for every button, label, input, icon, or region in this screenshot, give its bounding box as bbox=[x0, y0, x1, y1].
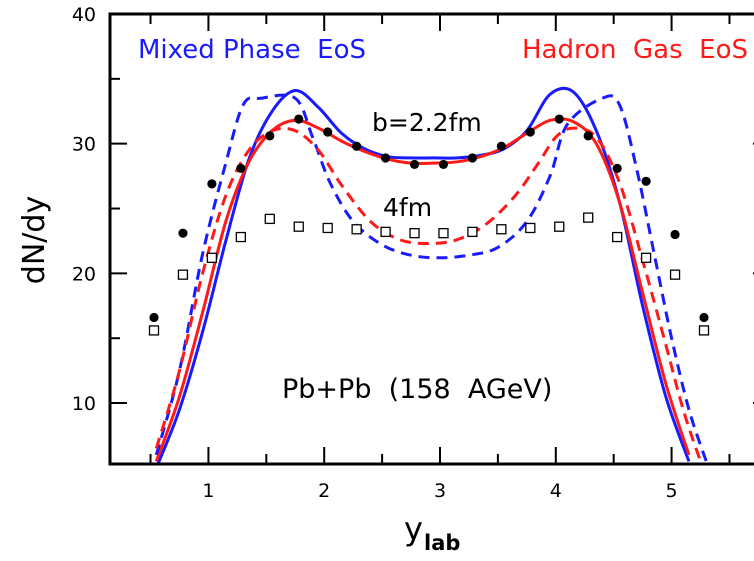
data-point-b22-filled bbox=[583, 131, 593, 141]
data-point-b22-filled bbox=[641, 176, 651, 186]
data-point-b22-filled bbox=[525, 127, 535, 137]
data-point-b22-filled bbox=[467, 153, 478, 163]
data-point-b4-open bbox=[409, 228, 420, 239]
data-point-b4-open bbox=[640, 252, 652, 263]
y-tick-label: 30 bbox=[72, 134, 96, 156]
annotation-system: Pb+Pb (158 AGeV) bbox=[282, 374, 552, 405]
data-point-b4-open bbox=[177, 269, 189, 280]
data-point-b4-open bbox=[612, 231, 623, 243]
data-point-b22-filled bbox=[352, 141, 362, 151]
data-point-b4-open bbox=[206, 252, 218, 263]
y-tick-label: 20 bbox=[72, 263, 96, 285]
data-point-b22-filled bbox=[323, 127, 333, 137]
axis-ticks bbox=[110, 13, 754, 464]
data-point-b4-open bbox=[293, 221, 304, 232]
x-tick-label: 5 bbox=[666, 480, 678, 502]
series-layer bbox=[154, 86, 708, 464]
x-tick-label: 1 bbox=[202, 480, 214, 502]
legend-hadron-gas: Hadron Gas EoS bbox=[522, 35, 748, 65]
data-point-b22-filled bbox=[178, 228, 188, 238]
x-tick-label: 4 bbox=[550, 480, 562, 502]
data-point-b22-filled bbox=[670, 229, 680, 240]
x-axis-title: y lab bbox=[404, 510, 460, 555]
data-point-b4-open bbox=[525, 222, 536, 234]
y-tick-label: 10 bbox=[72, 393, 96, 415]
data-point-b4-open bbox=[438, 228, 449, 239]
data-point-b4-open bbox=[467, 226, 478, 238]
data-point-b22-filled bbox=[554, 114, 564, 124]
data-point-b4-open bbox=[554, 221, 565, 232]
data-point-b4-open bbox=[698, 325, 710, 336]
data-point-b22-filled bbox=[236, 163, 246, 173]
y-tick-labels: 10 20 30 40 bbox=[72, 4, 96, 415]
data-point-b22-filled bbox=[409, 159, 420, 170]
y-axis-title: dN/dy bbox=[17, 196, 52, 284]
x-tick-label: 2 bbox=[318, 480, 330, 502]
data-point-b22-filled bbox=[612, 163, 622, 173]
data-point-b4-open bbox=[322, 222, 333, 234]
data-point-b4-open bbox=[264, 213, 275, 225]
data-point-b22-filled bbox=[438, 159, 449, 170]
y-tick-label: 40 bbox=[72, 4, 96, 26]
x-tick-labels: 1 2 3 4 5 bbox=[202, 480, 677, 502]
data-point-b22-filled bbox=[496, 141, 506, 151]
data-point-b4-open bbox=[380, 226, 391, 238]
data-point-b22-filled bbox=[699, 312, 709, 323]
data-point-b4-open bbox=[148, 325, 160, 336]
data-point-b4-open bbox=[583, 212, 594, 223]
data-point-b22-filled bbox=[380, 153, 391, 163]
series-line-blue-dashed bbox=[154, 93, 708, 462]
series-line-red-dashed bbox=[154, 126, 702, 462]
data-point-b22-filled bbox=[294, 114, 304, 124]
x-axis-title-main: y bbox=[404, 510, 423, 548]
data-point-b4-open bbox=[235, 231, 246, 243]
data-point-b22-filled bbox=[207, 179, 217, 189]
data-point-b4-open bbox=[351, 224, 362, 235]
x-tick-label: 3 bbox=[434, 480, 446, 502]
series-line-red-solid bbox=[154, 117, 691, 462]
annotation-b4: 4fm bbox=[383, 193, 432, 222]
data-point-b22-filled bbox=[265, 131, 275, 141]
data-point-b22-filled bbox=[149, 312, 159, 323]
series-line-blue-solid bbox=[156, 86, 691, 464]
data-point-b4-open bbox=[496, 224, 507, 235]
legend-mixed-phase: Mixed Phase EoS bbox=[138, 35, 366, 65]
data-point-b4-open bbox=[669, 269, 681, 280]
annotation-b22: b=2.2fm bbox=[372, 108, 482, 137]
points-layer bbox=[148, 114, 710, 336]
x-axis-title-subscript: lab bbox=[424, 531, 460, 555]
